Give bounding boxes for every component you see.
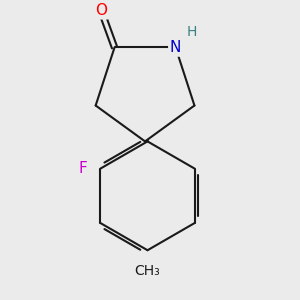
Text: O: O: [95, 3, 107, 18]
Text: N: N: [170, 40, 181, 55]
Text: H: H: [186, 25, 197, 39]
Text: CH₃: CH₃: [135, 264, 161, 278]
Text: F: F: [79, 161, 88, 176]
